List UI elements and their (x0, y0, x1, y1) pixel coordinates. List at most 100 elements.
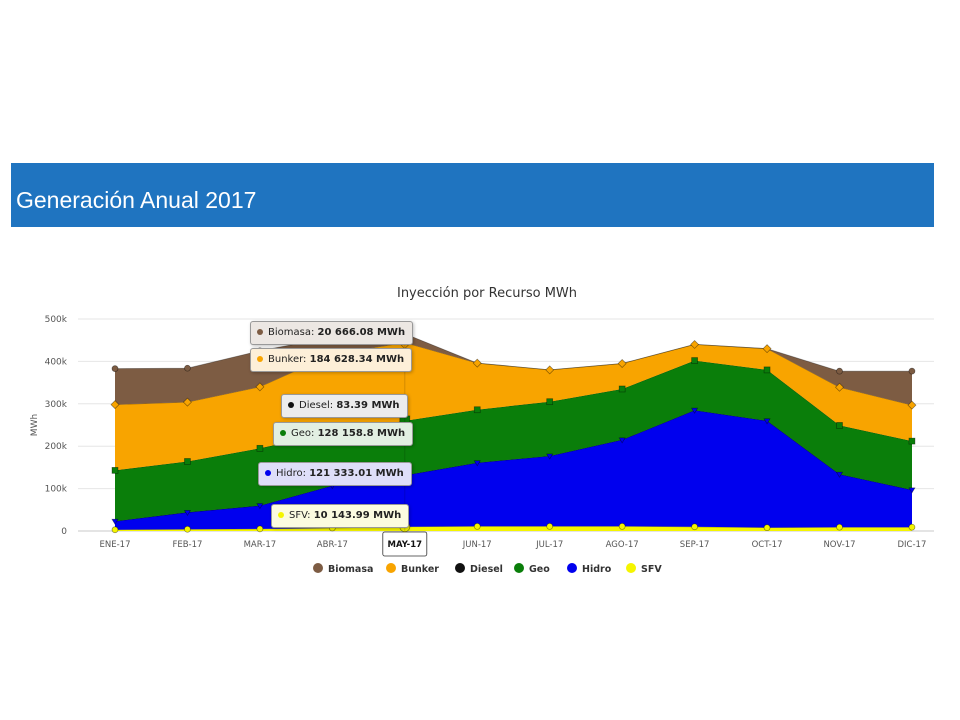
point-geo[interactable] (473, 406, 481, 414)
point-hidro[interactable] (763, 418, 771, 425)
point-geo[interactable] (691, 357, 698, 364)
point-bunker[interactable] (907, 400, 917, 410)
tooltip-value: 10 143.99 MWh (313, 510, 402, 521)
header-banner (11, 163, 934, 227)
x-tick-label: JUL-17 (535, 540, 563, 550)
point-sfv[interactable] (184, 525, 191, 533)
point-sfv[interactable] (908, 523, 916, 531)
tooltip-label: Biomasa: (268, 327, 318, 338)
point-hidro[interactable] (908, 487, 916, 494)
x-tick-label: SEP-17 (680, 540, 710, 550)
point-bunker[interactable] (545, 365, 555, 375)
tooltip-dot (257, 329, 263, 335)
point-sfv[interactable] (473, 522, 481, 530)
area-sfv (115, 526, 912, 531)
x-tick-label: DIC-17 (898, 540, 927, 550)
point-hidro[interactable] (111, 518, 119, 525)
point-bunker[interactable] (835, 382, 844, 392)
point-geo[interactable] (836, 422, 843, 429)
point-sfv[interactable] (546, 522, 554, 530)
point-geo[interactable] (908, 437, 916, 445)
x-tick-label: AGO-17 (606, 540, 639, 550)
area-bunker (115, 342, 912, 471)
point-hidro[interactable] (546, 453, 554, 460)
x-tick-label: MAY-17 (388, 540, 423, 550)
legend-swatch-biomasa (313, 563, 323, 573)
x-tick-label: NOV-17 (823, 540, 855, 550)
chart-title: Inyección por Recurso MWh (397, 286, 577, 301)
point-geo[interactable] (256, 444, 264, 452)
point-bunker[interactable] (617, 359, 627, 369)
tooltip-dot (278, 512, 284, 518)
legend-item-bunker[interactable]: Bunker (401, 564, 439, 575)
tooltip-dot (280, 430, 286, 436)
point-sfv[interactable] (111, 526, 119, 534)
point-sfv[interactable] (691, 523, 698, 531)
point-geo[interactable] (763, 366, 771, 374)
point-bunker[interactable] (255, 382, 265, 392)
point-bunker[interactable] (182, 397, 192, 407)
legend-swatch-bunker (386, 563, 396, 573)
point-sfv[interactable] (836, 523, 843, 531)
point-biomasa[interactable] (908, 367, 916, 375)
tooltip-label: Bunker: (268, 354, 310, 365)
tooltip-geo: Geo: 128 158.8 MWh (273, 422, 414, 446)
y-tick-label: 0 (61, 527, 67, 537)
point-geo[interactable] (618, 385, 626, 393)
legend-item-diesel[interactable]: Diesel (470, 564, 503, 575)
x-tick-label: ABR-17 (317, 540, 348, 550)
point-bunker[interactable] (690, 339, 700, 349)
point-hidro[interactable] (473, 460, 481, 467)
point-hidro[interactable] (690, 407, 699, 414)
point-hidro[interactable] (183, 509, 192, 517)
tooltip-biomasa: Biomasa: 20 666.08 MWh (250, 321, 414, 345)
point-biomasa[interactable] (836, 367, 843, 375)
tooltip-value: 184 628.34 MWh (309, 354, 405, 365)
point-hidro[interactable] (835, 471, 844, 478)
legend-item-biomasa[interactable]: Biomasa (328, 564, 373, 575)
legend-swatch-hidro (567, 563, 577, 573)
point-sfv[interactable] (256, 525, 264, 533)
point-bunker[interactable] (762, 344, 772, 354)
x-tick-label: MAR-17 (244, 540, 277, 550)
y-tick-label: 100k (45, 485, 68, 495)
tooltip-label: SFV: (289, 510, 314, 521)
legend-item-hidro[interactable]: Hidro (582, 564, 612, 575)
x-axis-ticks: ENE-17 FEB-17 MAR-17 ABR-17 MAY-17 JUN-17 JUL-… (100, 531, 927, 557)
tooltip-hidro: Hidro: 121 333.01 MWh (258, 462, 412, 486)
legend-swatch-geo (514, 563, 524, 573)
tooltip-label: Hidro: (276, 468, 310, 479)
x-tick-label: ENE-17 (100, 540, 131, 550)
point-hidro[interactable] (618, 437, 626, 444)
legend-item-geo[interactable]: Geo (529, 564, 550, 575)
tooltip-value: 121 333.01 MWh (309, 468, 404, 479)
point-biomasa[interactable] (111, 365, 119, 372)
point-hidro[interactable] (256, 503, 264, 510)
x-tick-label: FEB-17 (172, 540, 202, 550)
y-axis-ticks: 0 100k 200k 300k 400k 500k (45, 315, 68, 537)
page-title: Generación Anual 2017 (16, 187, 257, 213)
area-hidro (115, 410, 912, 530)
x-tick-label: OCT-17 (752, 540, 783, 550)
point-bunker[interactable] (472, 358, 482, 368)
legend-item-sfv[interactable]: SFV (641, 564, 662, 575)
point-geo[interactable] (184, 458, 191, 465)
y-tick-label: 500k (45, 315, 68, 325)
point-bunker[interactable] (110, 400, 120, 410)
tooltip-value: 20 666.08 MWh (317, 327, 406, 338)
tooltip-label: Diesel: (299, 400, 337, 411)
series-areas (114, 333, 913, 531)
point-geo[interactable] (546, 398, 554, 406)
point-geo[interactable] (111, 467, 119, 474)
y-tick-label: 200k (45, 442, 68, 452)
point-sfv[interactable] (618, 522, 626, 530)
tooltip-dot (265, 470, 271, 476)
tooltip-diesel: Diesel: 83.39 MWh (281, 394, 408, 418)
point-biomasa[interactable] (184, 364, 191, 372)
tooltip-label: Geo: (291, 428, 318, 439)
legend-swatch-diesel (455, 563, 465, 573)
line-biomasa (114, 333, 912, 372)
y-axis-label: MWh (30, 414, 40, 436)
point-sfv[interactable] (763, 524, 771, 531)
